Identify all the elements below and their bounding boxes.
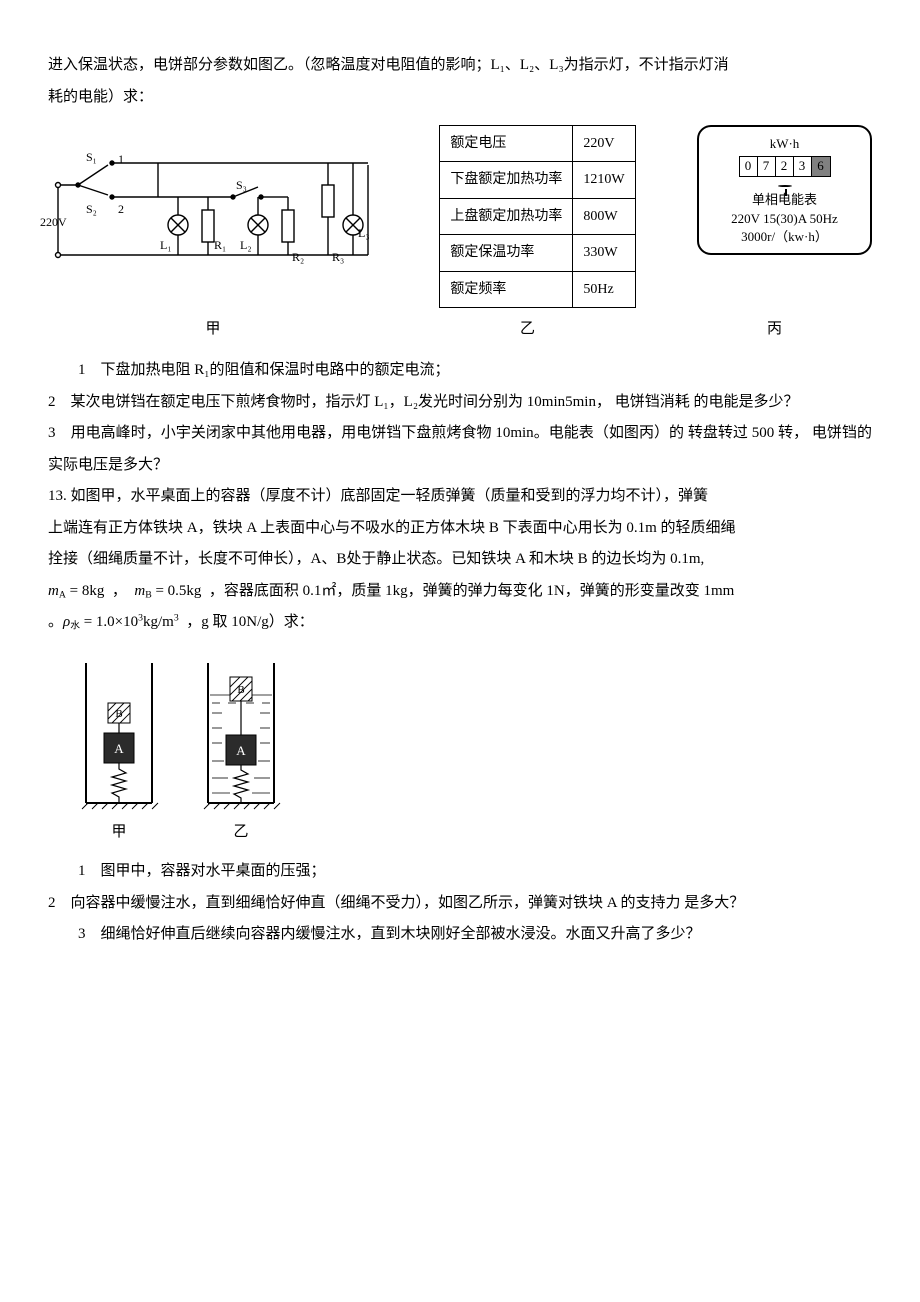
figure-circuit: S₁ S₂ 1 2 S₃ 220V L₁ R₁ L₂ R₂ L₃ R₃ (48, 125, 378, 275)
label-n1: 1 (118, 147, 124, 172)
cell: 220V (573, 126, 635, 162)
cell: 额定频率 (440, 271, 573, 307)
intro-line1: 进入保温状态，电饼部分参数如图乙。（忽略温度对电阻值的影响；L₁、L₂、L₃为指… (48, 50, 872, 82)
diag-jia: A B 甲 (78, 653, 160, 849)
q13-intro1: 13. 如图甲，水平桌面上的容器（厚度不计）底部固定一轻质弹簧（质量和受到的浮力… (48, 481, 872, 513)
q13-sub1: 1 图甲中，容器对水平桌面的压强； (48, 856, 872, 888)
circuit-diagram: S₁ S₂ 1 2 S₃ 220V L₁ R₁ L₂ R₂ L₃ R₃ (48, 125, 378, 275)
label-220v: 220V (40, 210, 67, 235)
cell: 额定保温功率 (440, 235, 573, 271)
label-A: A (114, 741, 124, 756)
q13-intro3: 拴接（细绳质量不计，长度不可伸长），A、B处于静止状态。已知铁块 A 和木块 B… (48, 544, 872, 576)
meter-unit: kW·h (770, 135, 800, 154)
digit: 3 (794, 157, 812, 176)
table-row: 额定频率50Hz (440, 271, 635, 307)
label-s3: S₃ (236, 173, 247, 198)
q12-sub3-text: 用电高峰时，小宇关闭家中其他用电器，用电饼铛下盘煎烤食物 10min。电能表（如… (48, 425, 872, 473)
q13-params1: mA = 8kg ， mB = 0.5kg ，容器底面积 0.1㎡，质量 1kg… (48, 576, 872, 608)
caption-yi: 乙 (378, 314, 677, 346)
meter-line2: 220V 15(30)A 50Hz (731, 210, 838, 229)
q13-intro2: 上端连有正方体铁块 A，铁块 A 上表面中心与不吸水的正方体木块 B 下表面中心… (48, 513, 872, 545)
q12-sub2: 2 某次电饼铛在额定电压下煎烤食物时，指示灯 L₁，L₂发光时间分别为 10mi… (48, 387, 872, 419)
container-jia-svg: A B (78, 653, 160, 813)
caption-jia: 甲 (48, 314, 378, 346)
cell: 330W (573, 235, 635, 271)
cell: 下盘额定加热功率 (440, 162, 573, 198)
digit: 6 (812, 157, 830, 176)
q13-sub2-text: 向容器中缓慢注水，直到细绳恰好伸直（细绳不受力），如图乙所示，弹簧对铁块 A 的… (71, 895, 745, 911)
svg-text:B: B (237, 684, 244, 696)
intro-line2: 耗的电能）求： (48, 82, 872, 114)
figure-captions: 甲 乙 丙 (48, 314, 872, 346)
cell: 额定电压 (440, 126, 573, 162)
table-row: 额定保温功率330W (440, 235, 635, 271)
table-row: 上盘额定加热功率800W (440, 198, 635, 234)
cell: 50Hz (573, 271, 635, 307)
diag-cap-yi: 乙 (233, 817, 248, 849)
figure-meter: kW·h 0 7 2 3 6 单相电能表 220V 15(30)A 50Hz 3… (697, 125, 872, 255)
cell: 1210W (573, 162, 635, 198)
q13-sub3: 3 细绳恰好伸直后继续向容器内缓慢注水，直到木块刚好全部被水浸没。水面又升高了多… (48, 919, 872, 951)
label-r1: R₁ (214, 233, 226, 258)
label-s2: S₂ (86, 197, 97, 222)
q13-sub1-text: 图甲中，容器对水平桌面的压强； (101, 863, 326, 879)
table-row: 额定电压220V (440, 126, 635, 162)
digit: 0 (740, 157, 758, 176)
q13-sub3-text: 细绳恰好伸直后继续向容器内缓慢注水，直到木块刚好全部被水浸没。水面又升高了多少？ (101, 926, 701, 942)
q13-params2: 。ρ水 = 1.0×103kg/m3 ，g 取 10N/g）求： (48, 607, 872, 639)
diag-cap-jia: 甲 (111, 817, 126, 849)
q13-diagrams: A B 甲 (78, 653, 872, 849)
label-s1: S₁ (86, 145, 97, 170)
q12-sub1: 1 下盘加热电阻 R₁的阻值和保温时电路中的额定电流； (48, 355, 872, 387)
q12-sub2-text: 某次电饼铛在额定电压下煎烤食物时，指示灯 L₁，L₂发光时间分别为 10min5… (71, 394, 799, 410)
figure-params: 额定电压220V 下盘额定加热功率1210W 上盘额定加热功率800W 额定保温… (439, 125, 635, 308)
meter-line3: 3000r/（kw·h） (741, 228, 828, 247)
cell: 上盘额定加热功率 (440, 198, 573, 234)
container-yi-svg: A B (200, 653, 282, 813)
q12-sub1-text: 下盘加热电阻 R₁的阻值和保温时电路中的额定电流； (101, 362, 450, 378)
energy-meter: kW·h 0 7 2 3 6 单相电能表 220V 15(30)A 50Hz 3… (697, 125, 872, 255)
label-B: B (115, 708, 122, 720)
circuit-svg (48, 125, 378, 275)
q13-sub2: 2 向容器中缓慢注水，直到细绳恰好伸直（细绳不受力），如图乙所示，弹簧对铁块 A… (48, 888, 872, 920)
table-row: 下盘额定加热功率1210W (440, 162, 635, 198)
meter-dial-icon (778, 185, 792, 187)
cell: 800W (573, 198, 635, 234)
params-table: 额定电压220V 下盘额定加热功率1210W 上盘额定加热功率800W 额定保温… (439, 125, 635, 308)
svg-text:A: A (236, 743, 246, 758)
label-r2: R₂ (292, 245, 304, 270)
label-n2: 2 (118, 197, 124, 222)
label-r3: R₃ (332, 245, 344, 270)
q12-sub3: 3 用电高峰时，小宇关闭家中其他用电器，用电饼铛下盘煎烤食物 10min。电能表… (48, 418, 872, 481)
label-l3: L₃ (358, 221, 370, 246)
figure-row: S₁ S₂ 1 2 S₃ 220V L₁ R₁ L₂ R₂ L₃ R₃ 额定电压… (48, 125, 872, 308)
digit: 2 (776, 157, 794, 176)
meter-digits: 0 7 2 3 6 (739, 156, 831, 177)
digit: 7 (758, 157, 776, 176)
label-l1: L₁ (160, 233, 172, 258)
diag-yi: A B 乙 (200, 653, 282, 849)
label-l2: L₂ (240, 233, 252, 258)
caption-bing: 丙 (677, 314, 872, 346)
